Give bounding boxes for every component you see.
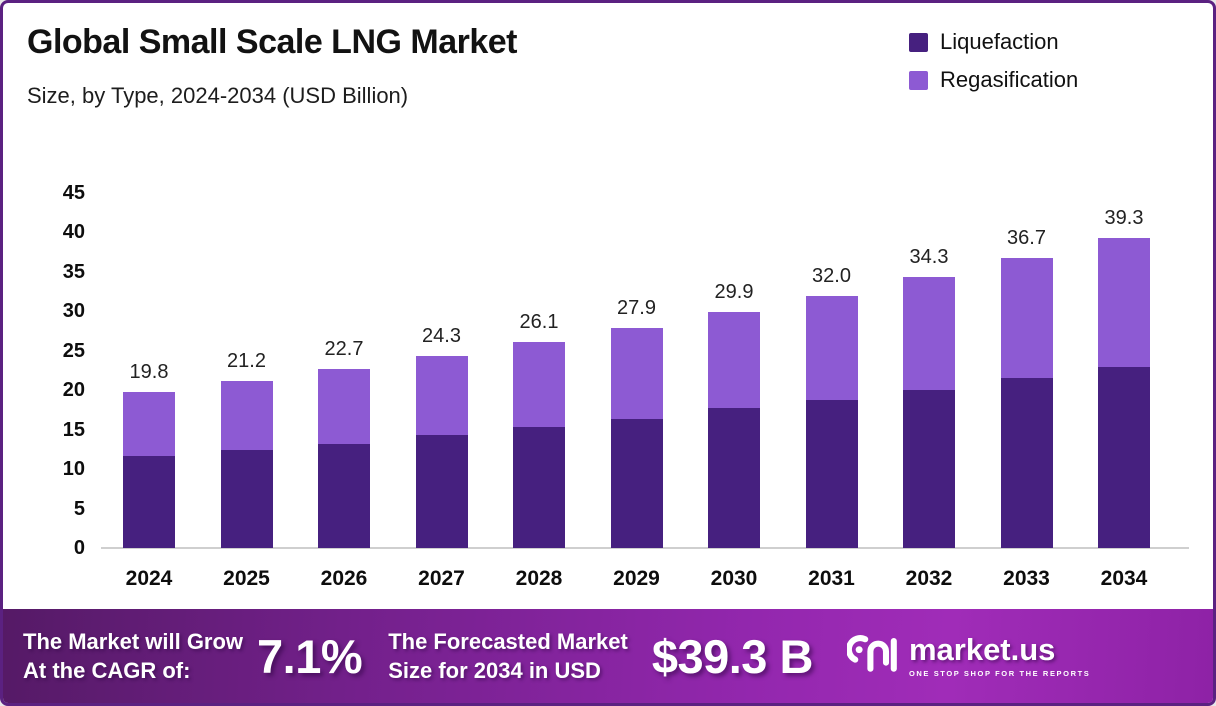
bar-liquefaction-2030 (708, 408, 760, 548)
y-axis-tick-5: 5 (73, 497, 85, 520)
y-axis-tick-45: 45 (62, 182, 85, 204)
cagr-caption-line2: At the CAGR of: (23, 658, 191, 683)
x-axis-tick-2032: 2032 (905, 567, 953, 590)
x-axis-tick-2030: 2030 (710, 567, 758, 590)
marketus-logo-text: market.us ONE STOP SHOP FOR THE REPORTS (909, 634, 1090, 678)
forecast-caption: The Forecasted Market Size for 2034 in U… (388, 627, 628, 685)
marketus-logo: market.us ONE STOP SHOP FOR THE REPORTS (845, 630, 1090, 683)
page-title: Global Small Scale LNG Market (27, 23, 518, 61)
y-axis-tick-40: 40 (62, 221, 85, 244)
x-axis-tick-2029: 2029 (613, 567, 660, 590)
legend-label: Liquefaction (940, 29, 1059, 54)
bar-total-label-2028: 26.1 (519, 311, 559, 334)
bar-regasification-2034 (1098, 237, 1150, 367)
legend-item-liquefaction: Liquefaction (909, 29, 1078, 55)
x-axis-tick-2034: 2034 (1100, 567, 1148, 590)
forecast-caption-line2: Size for 2034 in USD (388, 658, 601, 683)
x-axis-tick-2026: 2026 (320, 567, 368, 590)
legend-swatch-regasification (909, 70, 928, 90)
legend-swatch-liquefaction (909, 32, 928, 52)
bar-regasification-2031 (805, 295, 858, 400)
bar-liquefaction-2024 (123, 456, 175, 548)
x-axis-tick-2033: 2033 (1003, 567, 1050, 590)
x-axis-tick-2025: 2025 (223, 567, 270, 590)
bar-total-label-2024: 19.8 (129, 360, 169, 383)
footer-banner: The Market will Grow At the CAGR of: 7.1… (3, 609, 1213, 703)
bar-total-label-2026: 22.7 (324, 337, 364, 360)
bar-liquefaction-2031 (805, 399, 858, 548)
y-axis-tick-25: 25 (62, 339, 85, 362)
x-axis-tick-2027: 2027 (418, 567, 465, 590)
bar-liquefaction-2025 (220, 450, 273, 548)
x-axis-line (101, 547, 1189, 549)
bar-total-label-2034: 39.3 (1104, 206, 1144, 229)
chart-legend: Liquefaction Regasification (909, 29, 1078, 93)
x-axis-tick-2031: 2031 (808, 567, 855, 590)
bar-regasification-2030 (708, 312, 760, 409)
marketus-logo-name: market.us (908, 632, 1056, 667)
bar-liquefaction-2028 (513, 427, 565, 548)
forecast-value: $39.3 B (651, 629, 814, 683)
marketus-logo-tagline: ONE STOP SHOP FOR THE REPORTS (908, 669, 1091, 678)
x-axis-tick-2024: 2024 (125, 567, 173, 590)
legend-item-regasification: Regasification (909, 67, 1078, 93)
bar-regasification-2029 (610, 327, 663, 420)
bar-total-label-2030: 29.9 (714, 281, 754, 304)
bar-total-label-2029: 27.9 (617, 296, 656, 319)
bar-regasification-2028 (513, 342, 565, 428)
bar-regasification-2032 (903, 277, 955, 391)
bar-regasification-2026 (318, 368, 370, 444)
cagr-value: 7.1% (257, 629, 363, 683)
bar-total-label-2031: 32.0 (812, 264, 851, 287)
stacked-bar-chart: 0 5 10 15 20 25 30 35 40 45 19.8 2024 21.2 2025 22.7 20… (3, 3, 1213, 703)
bar-liquefaction-2033 (1000, 378, 1053, 548)
bar-total-label-2033: 36.7 (1007, 227, 1046, 250)
cagr-caption: The Market will Grow At the CAGR of: (23, 627, 243, 685)
forecast-caption-line1: The Forecasted Market (388, 628, 628, 654)
bar-liquefaction-2029 (610, 419, 663, 548)
cagr-caption-line1: The Market will Grow (23, 628, 244, 654)
legend-label: Regasification (940, 67, 1079, 92)
bar-total-label-2025: 21.2 (227, 349, 266, 372)
page-subtitle: Size, by Type, 2024-2034 (USD Billion) (27, 83, 409, 108)
bar-regasification-2027 (415, 356, 468, 436)
marketus-logo-icon (845, 630, 899, 683)
bar-liquefaction-2034 (1098, 366, 1150, 548)
y-axis-tick-20: 20 (62, 379, 85, 402)
bar-total-label-2032: 34.3 (909, 246, 949, 269)
bar-regasification-2025 (220, 380, 273, 451)
x-axis-tick-2028: 2028 (515, 567, 563, 590)
bar-regasification-2033 (1000, 258, 1053, 379)
y-axis-tick-10: 10 (62, 458, 85, 481)
bar-regasification-2024 (123, 391, 175, 457)
y-axis-tick-30: 30 (62, 300, 85, 323)
y-axis-tick-35: 35 (62, 260, 85, 283)
bar-total-label-2027: 24.3 (422, 325, 461, 348)
y-axis-tick-0: 0 (73, 537, 85, 559)
y-axis-tick-15: 15 (62, 418, 85, 441)
bar-liquefaction-2026 (318, 443, 370, 548)
bar-liquefaction-2027 (415, 435, 468, 548)
bar-liquefaction-2032 (903, 390, 955, 548)
